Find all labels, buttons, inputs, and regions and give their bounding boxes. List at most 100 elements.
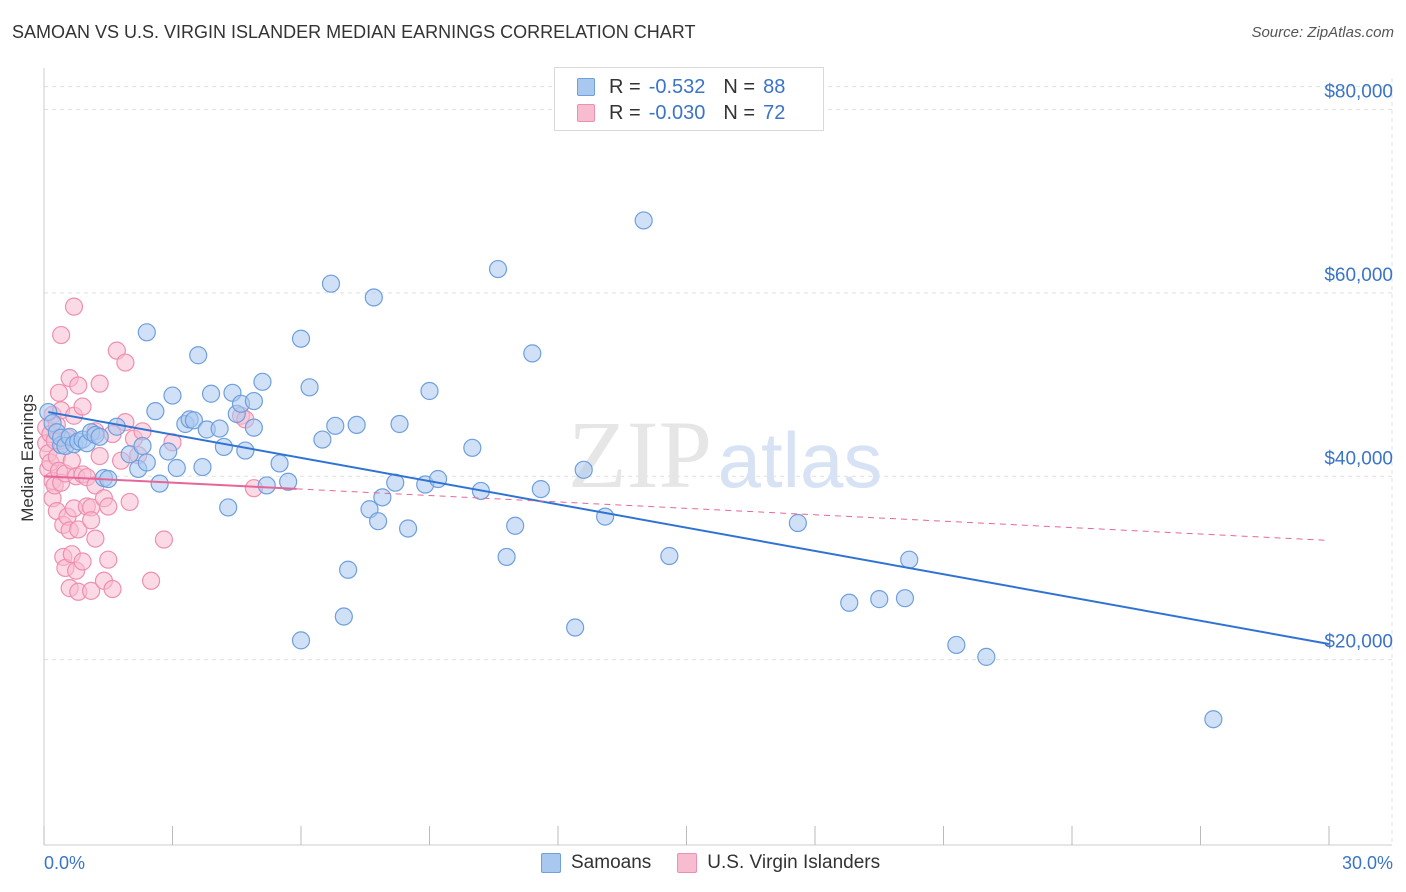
samoan-point — [364, 288, 383, 307]
samoan-point — [398, 519, 418, 538]
samoan-point — [300, 378, 319, 397]
samoan-point — [895, 589, 915, 608]
watermark-zip: ZIP — [568, 401, 712, 508]
samoan-point — [506, 516, 525, 535]
samoan-point — [214, 437, 233, 457]
y-tick-label: $80,000 — [1324, 82, 1393, 103]
samoan-point — [146, 402, 165, 421]
usvi-trend-line-solid — [43, 475, 297, 490]
watermark-atlas: atlas — [718, 416, 883, 504]
legend-label: Samoans — [571, 852, 652, 873]
usvi-point — [82, 581, 101, 600]
r-label: R = — [609, 101, 641, 124]
usvi-point — [73, 397, 92, 416]
y-tick-label: $40,000 — [1324, 448, 1393, 469]
samoan-point — [531, 479, 550, 499]
samoan-point — [488, 259, 508, 279]
samoan-swatch — [577, 78, 595, 96]
samoan-point — [339, 560, 358, 579]
samoan-point — [660, 546, 679, 566]
samoan-point — [900, 550, 919, 569]
samoan-point — [137, 453, 156, 472]
samoan-point — [870, 590, 889, 609]
usvi-point — [52, 325, 71, 345]
samoan-point — [1204, 710, 1223, 729]
samoan-point — [321, 274, 341, 293]
r-value: -0.030 — [648, 101, 706, 124]
y-axis-label: Median Earnings — [18, 394, 37, 522]
samoan-point — [90, 427, 109, 446]
samoan-point — [270, 454, 289, 473]
samoan-point — [596, 507, 615, 526]
samoan-trend-line — [48, 411, 1330, 646]
chart-title: SAMOAN VS U.S. VIRGIN ISLANDER MEDIAN EA… — [12, 22, 696, 42]
legend-item-samoans[interactable]: Samoans — [541, 852, 651, 874]
samoan-point — [184, 411, 204, 430]
y-tick-label: $60,000 — [1324, 265, 1393, 286]
samoan-point — [291, 329, 311, 348]
y-tick-label: $20,000 — [1324, 632, 1393, 653]
n-value: 88 — [763, 75, 786, 98]
usvi-point — [116, 353, 135, 372]
stats-legend: R = -0.532 N = 88 R = -0.030 N = 72 — [554, 67, 824, 131]
samoan-point — [373, 488, 392, 507]
usvi-swatch — [577, 104, 595, 122]
usvi-point — [82, 511, 101, 530]
samoan-point — [253, 372, 272, 391]
axis-labels: $20,000 $40,000 $60,000 $80,000 0.0% 30.0% Med… — [18, 82, 1393, 873]
samoan-point — [523, 344, 542, 363]
samoan-point — [201, 384, 221, 403]
stats-row-usvi: R = -0.030 N = 72 — [577, 101, 785, 125]
usvi-point — [99, 497, 118, 516]
usvi-trend-line-dashed — [296, 488, 1330, 541]
samoan-point — [279, 472, 298, 491]
samoan-point — [210, 419, 229, 438]
samoan-point — [133, 436, 152, 456]
samoan-point — [236, 441, 255, 460]
watermark: ZIP atlas — [568, 401, 882, 508]
stats-row-samoan: R = -0.532 N = 88 — [577, 75, 785, 99]
samoan-point — [244, 391, 263, 411]
legend-label: U.S. Virgin Islanders — [707, 852, 881, 873]
usvi-point — [86, 529, 105, 548]
samoan-swatch — [541, 853, 561, 873]
samoan-point — [420, 381, 439, 401]
samoan-point — [369, 512, 388, 531]
samoan-point — [390, 414, 409, 434]
samoan-point — [137, 323, 156, 342]
samoan-point — [244, 418, 263, 437]
source-label: Source: ZipAtlas.com — [1251, 24, 1394, 41]
usvi-point — [73, 552, 92, 571]
usvi-point — [120, 492, 139, 512]
samoan-point — [977, 647, 996, 666]
samoan-point — [428, 469, 448, 489]
x-tick-label-start: 0.0% — [44, 853, 85, 873]
usvi-point — [141, 571, 161, 590]
samoan-point — [334, 607, 353, 626]
n-label: N = — [723, 75, 756, 98]
samoan-point — [463, 438, 482, 457]
n-label: N = — [723, 101, 756, 124]
usvi-point — [69, 520, 88, 539]
samoan-point — [347, 415, 366, 435]
samoan-point — [193, 457, 212, 477]
legend-item-usvi[interactable]: U.S. Virgin Islanders — [677, 852, 880, 874]
trend-lines — [43, 411, 1330, 646]
usvi-point — [154, 530, 174, 549]
samoan-point — [788, 513, 807, 533]
samoan-point — [326, 416, 345, 435]
samoan-point — [120, 445, 139, 464]
usvi-point — [64, 297, 84, 316]
samoan-point — [566, 618, 585, 637]
samoan-point — [107, 417, 126, 436]
samoan-point — [574, 460, 593, 479]
usvi-swatch — [677, 853, 698, 873]
r-value: -0.532 — [648, 75, 706, 98]
samoan-point — [219, 498, 238, 517]
n-value: 72 — [763, 101, 786, 124]
usvi-point — [99, 550, 118, 569]
x-tick-label-end: 30.0% — [1342, 853, 1393, 873]
usvi-point — [90, 446, 109, 466]
samoan-point — [291, 631, 311, 650]
